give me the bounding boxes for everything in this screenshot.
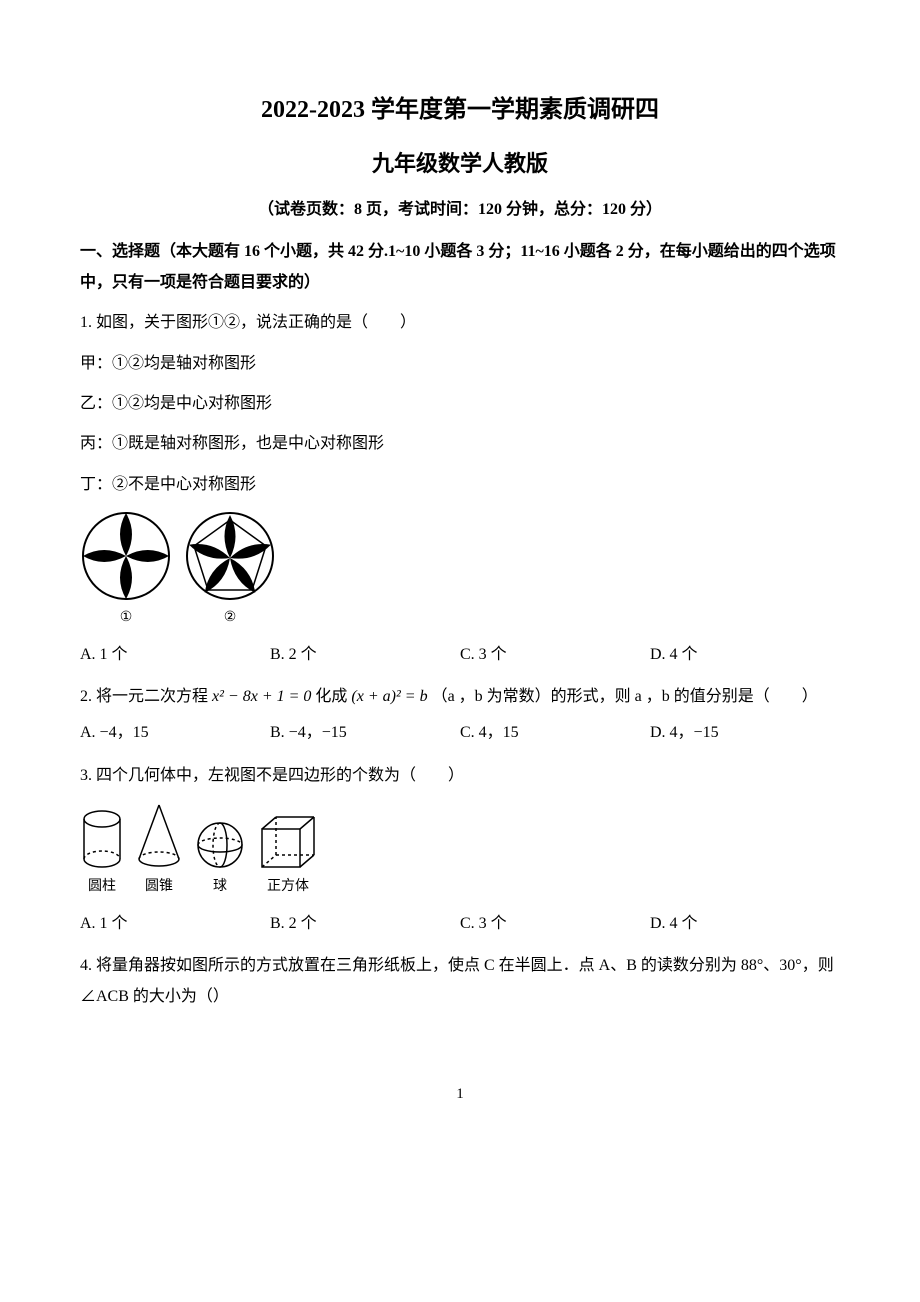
q1-figures: ① [80, 510, 840, 632]
q3-opt-a: A. 1 个 [80, 909, 270, 939]
five-petal-star-icon [182, 510, 278, 602]
q2-opt-d: D. 4，−15 [650, 718, 840, 748]
q2-stem-pre: 2. 将一元二次方程 [80, 688, 212, 705]
q1-opt-b: B. 2 个 [270, 640, 460, 670]
q2-stem-mid: 化成 [311, 688, 351, 705]
cube-icon [256, 813, 320, 871]
cone-icon [134, 801, 184, 871]
section-1-heading: 一、选择题（本大题有 16 个小题，共 42 分.1~10 小题各 3 分；11… [80, 237, 840, 298]
q1-fig1-label: ① [120, 605, 133, 632]
q2-eq2: (x + a)² = b [351, 688, 427, 705]
q1-stem: 1. 如图，关于图形①②，说法正确的是（ ） [80, 308, 840, 338]
q1-fig2-label: ② [224, 605, 237, 632]
q3-opt-c: C. 3 个 [460, 909, 650, 939]
q1-jia: 甲：①②均是轴对称图形 [80, 349, 840, 379]
title-sub: 九年级数学人教版 [80, 145, 840, 182]
q1-fig-1: ① [80, 510, 172, 632]
exam-meta: （试卷页数：8 页，考试时间：120 分钟，总分：120 分） [80, 196, 840, 223]
question-1: 1. 如图，关于图形①②，说法正确的是（ ） 甲：①②均是轴对称图形 乙：①②均… [80, 308, 840, 670]
q1-fig-2: ② [182, 510, 278, 632]
q1-options: A. 1 个 B. 2 个 C. 3 个 D. 4 个 [80, 640, 840, 670]
q3-cone: 圆锥 [134, 801, 184, 901]
sphere-icon [194, 819, 246, 871]
q3-sphere: 球 [194, 819, 246, 901]
q4-stem: 4. 将量角器按如图所示的方式放置在三角形纸板上，使点 C 在半圆上．点 A、B… [80, 951, 840, 1012]
q3-stem: 3. 四个几何体中，左视图不是四边形的个数为（ ） [80, 761, 840, 791]
four-petal-icon [80, 510, 172, 602]
title-main: 2022-2023 学年度第一学期素质调研四 [80, 90, 840, 131]
q2-stem-post: （a ，b 为常数）的形式，则 a ，b 的值分别是（ ） [428, 688, 818, 705]
q3-opt-b: B. 2 个 [270, 909, 460, 939]
q1-bing: 丙：①既是轴对称图形，也是中心对称图形 [80, 429, 840, 459]
cylinder-icon [80, 809, 124, 871]
q3-figures: 圆柱 圆锥 球 [80, 801, 840, 901]
q3-cube: 正方体 [256, 813, 320, 901]
q1-opt-c: C. 3 个 [460, 640, 650, 670]
q2-opt-a: A. −4，15 [80, 718, 270, 748]
q2-opt-b: B. −4，−15 [270, 718, 460, 748]
q3-options: A. 1 个 B. 2 个 C. 3 个 D. 4 个 [80, 909, 840, 939]
q3-cone-label: 圆锥 [145, 874, 173, 901]
page-number: 1 [80, 1082, 840, 1108]
question-3: 3. 四个几何体中，左视图不是四边形的个数为（ ） 圆柱 圆锥 [80, 761, 840, 939]
q3-opt-d: D. 4 个 [650, 909, 840, 939]
q2-eq1: x² − 8x + 1 = 0 [212, 688, 311, 705]
question-2: 2. 将一元二次方程 x² − 8x + 1 = 0 化成 (x + a)² =… [80, 682, 840, 749]
q3-cube-label: 正方体 [267, 874, 309, 901]
q3-sphere-label: 球 [213, 874, 227, 901]
q1-opt-a: A. 1 个 [80, 640, 270, 670]
q3-cyl-label: 圆柱 [88, 874, 116, 901]
question-4: 4. 将量角器按如图所示的方式放置在三角形纸板上，使点 C 在半圆上．点 A、B… [80, 951, 840, 1012]
q3-cylinder: 圆柱 [80, 809, 124, 901]
q1-ding: 丁：②不是中心对称图形 [80, 470, 840, 500]
q2-options: A. −4，15 B. −4，−15 C. 4，15 D. 4，−15 [80, 718, 840, 748]
q1-opt-d: D. 4 个 [650, 640, 840, 670]
q2-opt-c: C. 4，15 [460, 718, 650, 748]
q1-yi: 乙：①②均是中心对称图形 [80, 389, 840, 419]
